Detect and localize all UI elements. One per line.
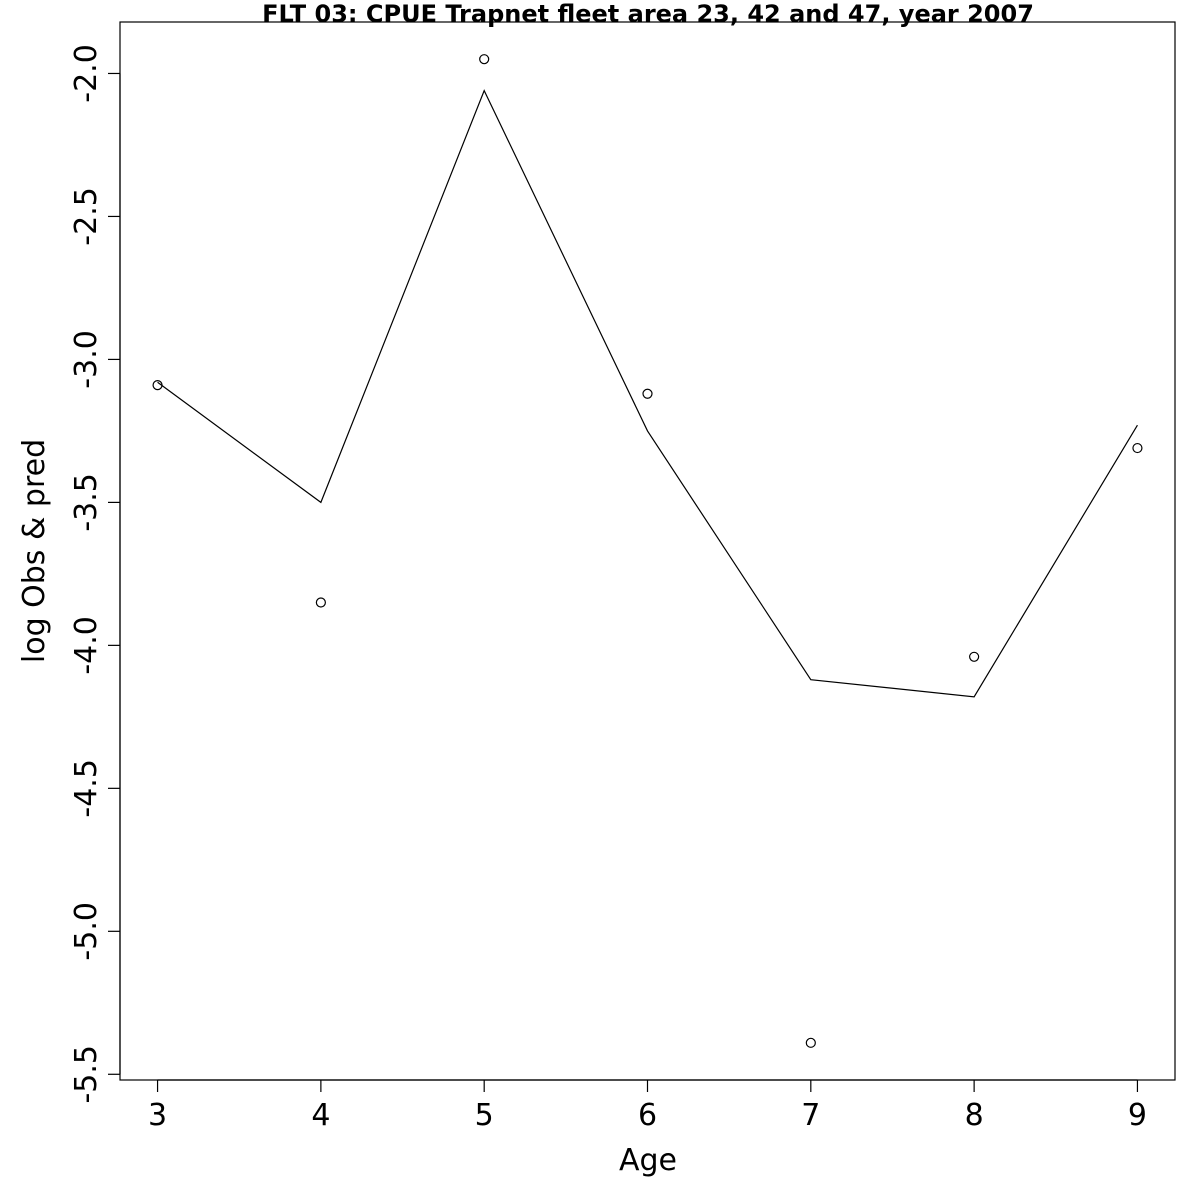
x-tick-label: 4 — [311, 1098, 330, 1133]
chart-title: FLT 03: CPUE Trapnet fleet area 23, 42 a… — [262, 0, 1034, 28]
y-axis-label: log Obs & pred — [17, 439, 52, 663]
y-tick-label: -5.0 — [69, 902, 104, 961]
observed-point — [969, 651, 980, 662]
y-tick-label: -2.5 — [69, 187, 104, 246]
observed-point — [315, 597, 326, 608]
x-axis-label: Age — [619, 1143, 677, 1178]
x-tick-label: 9 — [1128, 1098, 1147, 1133]
y-tick-label: -3.5 — [69, 473, 104, 532]
y-tick-label: -4.0 — [69, 616, 104, 675]
observed-point — [642, 388, 653, 399]
x-tick-label: 8 — [965, 1098, 984, 1133]
y-tick-label: -2.0 — [69, 44, 104, 103]
observed-point — [805, 1037, 816, 1048]
x-tick-label: 5 — [475, 1098, 494, 1133]
observed-point — [479, 54, 490, 65]
x-tick-label: 3 — [148, 1098, 167, 1133]
x-tick-label: 7 — [801, 1098, 820, 1133]
observed-point — [1132, 442, 1143, 454]
y-tick-label: -5.5 — [69, 1045, 104, 1104]
x-axis: 3 4 5 6 7 8 9 — [148, 1079, 1147, 1133]
y-axis: -5.5 -5.0 -4.5 -4.0 -3.5 -3.0 -2.5 -2.0 — [69, 44, 121, 1104]
series-layer — [152, 54, 1143, 1048]
y-tick-label: -3.0 — [69, 330, 104, 389]
x-tick-label: 6 — [638, 1098, 657, 1133]
predicted-line — [157, 89, 1138, 698]
y-tick-label: -4.5 — [69, 759, 104, 818]
